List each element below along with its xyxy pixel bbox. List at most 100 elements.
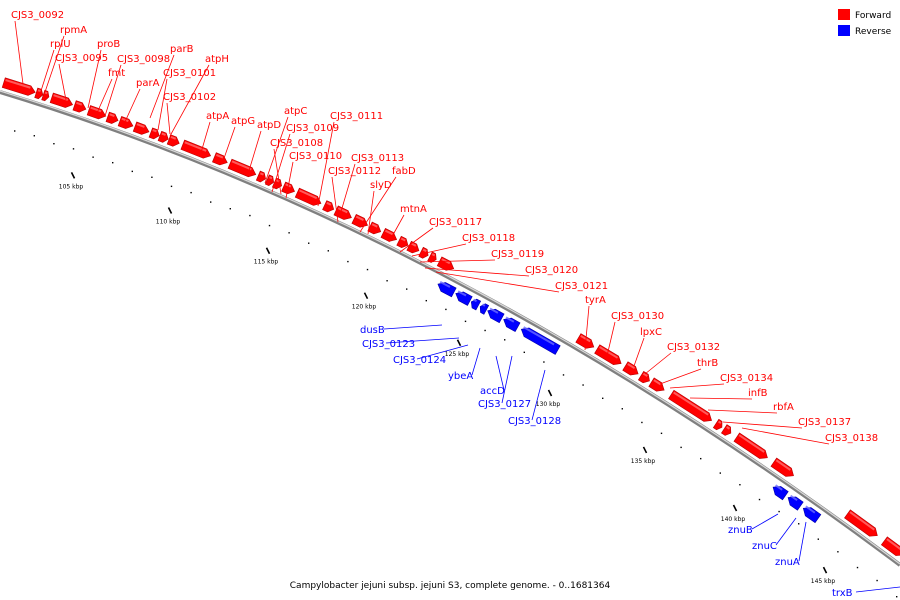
- reverse-gene-label[interactable]: znuC: [752, 517, 797, 552]
- forward-gene-block[interactable]: [575, 333, 597, 352]
- forward-gene-label[interactable]: CJS3_0108: [270, 138, 323, 195]
- forward-gene-label[interactable]: parA: [123, 78, 160, 125]
- reverse-gene-block[interactable]: [501, 315, 521, 333]
- forward-gene-block[interactable]: [148, 127, 161, 141]
- reverse-gene-block[interactable]: [519, 325, 561, 355]
- forward-gene-label[interactable]: CJS3_0117: [399, 217, 482, 253]
- forward-gene-block[interactable]: [105, 111, 120, 125]
- reverse-gene-label[interactable]: CJS3_0124: [393, 344, 469, 366]
- forward-gene-label[interactable]: CJS3_0092: [11, 10, 64, 85]
- forward-gene-label[interactable]: CJS3_0095: [55, 53, 108, 101]
- forward-gene-label[interactable]: CJS3_0132: [644, 342, 720, 375]
- forward-gene-label[interactable]: CJS3_0109: [271, 123, 339, 193]
- forward-gene-label[interactable]: CJS3_0112: [328, 166, 381, 223]
- minor-tick-dot: [856, 566, 859, 569]
- forward-gene-label[interactable]: CJS3_0121: [435, 271, 608, 293]
- forward-gene-label[interactable]: CJS3_0138: [741, 427, 878, 445]
- forward-gene-block[interactable]: [594, 344, 624, 368]
- forward-gene-block[interactable]: [396, 235, 410, 249]
- forward-gene-block[interactable]: [322, 200, 336, 214]
- forward-gene-label[interactable]: atpA: [199, 111, 229, 157]
- forward-gene-label[interactable]: CJS3_0130: [606, 311, 664, 357]
- reverse-gene-label[interactable]: CJS3_0128: [508, 369, 561, 427]
- forward-gene-label[interactable]: CJS3_0101: [157, 68, 216, 131]
- forward-gene-label[interactable]: atpD: [247, 120, 281, 175]
- reverse-gene-label[interactable]: CJS3_0127: [478, 355, 531, 410]
- svg-text:thrB: thrB: [697, 358, 718, 369]
- forward-gene-block[interactable]: [637, 371, 652, 385]
- reverse-gene-label[interactable]: znuA: [775, 521, 807, 568]
- forward-gene-block[interactable]: [1, 77, 36, 97]
- forward-gene-block[interactable]: [427, 251, 439, 264]
- forward-gene-label[interactable]: rbfA: [707, 402, 794, 414]
- forward-gene-label[interactable]: CJS3_0120: [424, 265, 578, 277]
- forward-gene-block[interactable]: [117, 116, 135, 130]
- forward-gene-label[interactable]: CJS3_0110: [285, 151, 342, 199]
- forward-gene-label[interactable]: rplU: [39, 39, 71, 95]
- forward-gene-block[interactable]: [712, 418, 724, 431]
- forward-gene-label[interactable]: parB: [149, 44, 194, 119]
- forward-gene-block[interactable]: [264, 174, 275, 187]
- forward-gene-label[interactable]: atpG: [221, 116, 255, 165]
- reverse-gene-block[interactable]: [453, 289, 473, 306]
- reverse-gene-label[interactable]: dusB: [360, 324, 443, 336]
- forward-gene-block[interactable]: [132, 121, 151, 137]
- forward-gene-block[interactable]: [367, 221, 383, 236]
- forward-gene-label[interactable]: rpmA: [44, 25, 87, 93]
- forward-gene-block[interactable]: [668, 389, 715, 424]
- forward-gene-label[interactable]: CJS3_0111: [317, 111, 383, 207]
- forward-gene-block[interactable]: [212, 152, 229, 168]
- forward-gene-block[interactable]: [180, 139, 213, 160]
- reverse-gene-block[interactable]: [485, 306, 505, 324]
- reverse-gene-label[interactable]: accD: [480, 355, 505, 397]
- forward-gene-block[interactable]: [49, 92, 74, 109]
- scale-tick-label: 145 kbp: [811, 578, 836, 585]
- forward-gene-label[interactable]: CJS3_0102: [163, 92, 216, 135]
- forward-gene-label[interactable]: mtnA: [388, 204, 427, 243]
- forward-gene-block[interactable]: [380, 228, 399, 244]
- forward-gene-block[interactable]: [721, 424, 733, 438]
- reverse-gene-block[interactable]: [436, 280, 457, 298]
- reverse-gene-block[interactable]: [469, 297, 482, 311]
- forward-gene-block[interactable]: [844, 509, 880, 540]
- forward-gene-label[interactable]: tyrA: [584, 295, 606, 351]
- forward-gene-label[interactable]: proB: [87, 39, 120, 109]
- forward-gene-block[interactable]: [436, 256, 456, 273]
- minor-tick-dot: [229, 208, 231, 210]
- forward-gene-label[interactable]: CJS3_0137: [722, 417, 851, 429]
- forward-gene-label[interactable]: lpxC: [633, 327, 662, 367]
- reverse-gene-label[interactable]: ybeA: [448, 347, 481, 382]
- reverse-gene-label[interactable]: CJS3_0123: [362, 337, 460, 350]
- reverse-gene-block[interactable]: [478, 302, 490, 315]
- reverse-gene-block[interactable]: [800, 504, 822, 524]
- forward-gene-label[interactable]: CJS3_0113: [339, 153, 404, 216]
- forward-gene-block[interactable]: [166, 134, 181, 148]
- forward-gene-label[interactable]: atpH: [169, 54, 229, 137]
- forward-gene-block[interactable]: [86, 105, 107, 120]
- forward-gene-label[interactable]: fmt: [96, 68, 125, 114]
- reverse-gene-block[interactable]: [770, 483, 789, 501]
- forward-gene-block[interactable]: [351, 213, 370, 229]
- forward-gene-label[interactable]: atpC: [264, 106, 307, 184]
- reverse-gene-label[interactable]: znuB: [728, 513, 779, 536]
- forward-gene-label[interactable]: fabD: [359, 166, 416, 233]
- forward-gene-label[interactable]: CJS3_0098: [104, 54, 170, 117]
- forward-gene-block[interactable]: [41, 89, 51, 102]
- forward-gene-label[interactable]: CJS3_0134: [669, 373, 773, 389]
- forward-gene-block[interactable]: [406, 240, 421, 255]
- forward-gene-block[interactable]: [333, 205, 354, 222]
- forward-gene-block[interactable]: [294, 187, 323, 208]
- forward-gene-block[interactable]: [157, 130, 170, 144]
- forward-gene-label[interactable]: CJS3_0118: [411, 233, 515, 257]
- forward-gene-label[interactable]: slyD: [367, 180, 392, 235]
- forward-gene-block[interactable]: [733, 432, 770, 462]
- forward-gene-label[interactable]: CJS3_0119: [419, 249, 544, 263]
- forward-gene-block[interactable]: [255, 170, 267, 183]
- reverse-gene-block[interactable]: [785, 493, 804, 511]
- reverse-gene-label[interactable]: trxB: [832, 586, 900, 599]
- forward-gene-label[interactable]: thrB: [659, 358, 718, 385]
- forward-gene-label[interactable]: infB: [689, 388, 768, 400]
- forward-gene-block[interactable]: [72, 100, 88, 114]
- forward-gene-block[interactable]: [770, 457, 796, 480]
- forward-gene-block[interactable]: [648, 377, 667, 394]
